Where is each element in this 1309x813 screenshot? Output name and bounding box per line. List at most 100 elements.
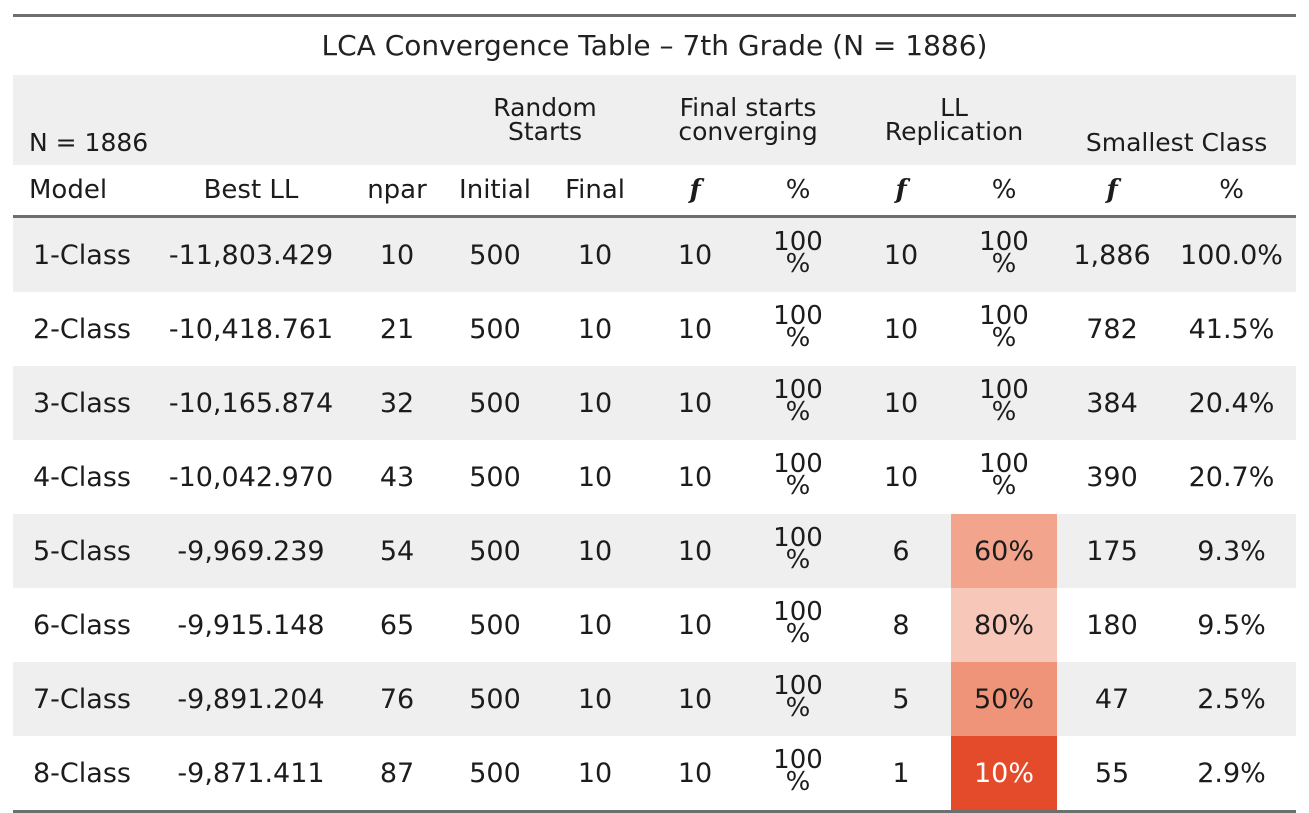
cell-npar: 65 [379,609,415,641]
cell-smallest-f: 1,886 [1057,218,1167,292]
percent-value: 100 [979,375,1029,405]
cell-initial: 500 [445,514,545,588]
cell-replication-pct: 100% [951,366,1057,440]
percent-value: 100 [773,449,823,479]
percent-sign: % [785,471,811,501]
cell-smallest-f: 175 [1057,514,1167,588]
cell-replication-pct: 100% [951,440,1057,514]
cell-initial: 500 [469,313,521,345]
cell-smallest-f: 180 [1086,609,1138,641]
percent-sign: % [785,397,811,427]
percent-sign: % [785,767,811,797]
cell-converging-pct: 100% [745,366,851,440]
spanner-final-starts-line2: converging [678,117,818,146]
cell-best-ll: -9,969.239 [153,514,349,588]
cell-replication-pct: 60% [951,514,1057,588]
stacked-percent: 100% [773,745,823,797]
cell-replication-f: 10 [851,366,951,440]
spanner-ll-replication: LL Replication [851,75,1058,165]
header-rule [13,215,1296,218]
spanner-random-starts-line1: Random [493,93,597,122]
stacked-percent: 100% [773,375,823,427]
stacked-percent: 100% [773,523,823,575]
spanner-random-starts: Random Starts [445,75,646,165]
cell-converging-f: 10 [677,757,713,789]
cell-converging-pct: 100% [745,588,851,662]
convergence-table-container: LCA Convergence Table – 7th Grade (N = 1… [13,14,1297,813]
cell-initial: 500 [469,461,521,493]
percent-value: 100 [979,301,1029,331]
cell-converging-f: 10 [677,609,713,641]
cell-initial: 500 [445,218,545,292]
cell-final: 10 [545,366,645,440]
stacked-percent: 100% [979,301,1029,353]
cell-replication-f: 10 [883,313,919,345]
cell-smallest-f: 782 [1086,313,1138,345]
cell-replication-f: 1 [892,757,910,789]
cell-best-ll: -10,418.761 [168,313,334,345]
col-header-replication-pct: % [951,165,1058,215]
percent-value: 100 [773,227,823,257]
cell-smallest-pct: 41.5% [1188,313,1275,345]
cell-npar: 21 [379,313,415,345]
cell-converging-pct: 100% [745,662,851,736]
percent-sign: % [991,471,1017,501]
cell-best-ll: -11,803.429 [153,218,349,292]
cell-initial: 500 [469,757,521,789]
cell-model: 1-Class [13,218,153,292]
cell-final: 10 [577,461,613,493]
percent-value: 100 [773,745,823,775]
percent-value: 100 [979,449,1029,479]
col-header-npar: npar [349,165,446,215]
percent-sign: % [785,619,811,649]
cell-npar: 10 [349,218,445,292]
table-row: 2-Class -10,418.761 21 500 10 10 100% 10 100% 782… [13,292,1296,366]
stacked-percent: 100% [773,227,823,279]
col-header-model: Model [13,165,153,215]
percent-value: 100 [773,375,823,405]
cell-model: 2-Class [33,313,131,345]
cell-model: 3-Class [13,366,153,440]
table-row: 6-Class -9,915.148 65 500 10 10 100% 8 80% 180 9.5… [13,588,1296,662]
cell-final: 10 [577,609,613,641]
table-row: 7-Class -9,891.204 76 500 10 10 100% 5 50% 47 2.5% [13,662,1296,736]
top-rule [13,14,1296,17]
col-header-smallest-pct: % [1167,165,1297,215]
spanner-smallest-class: Smallest Class [1057,75,1297,165]
cell-npar: 87 [379,757,415,789]
percent-value: 100 [773,523,823,553]
cell-npar: 54 [349,514,445,588]
col-header-best-ll: Best LL [153,165,349,215]
spanner-row: N = 1886 Random Starts Final starts conv… [13,75,1297,165]
percent-value: 100 [773,671,823,701]
table-row: 1-Class -11,803.429 10 500 10 10 100% 10 100% 1,8… [13,218,1296,292]
cell-replication-pct: 100% [951,292,1057,366]
stacked-percent: 100% [773,599,823,649]
cell-replication-f: 10 [851,218,951,292]
percent-sign: % [785,545,811,575]
spanner-final-starts: Final starts converging [645,75,852,165]
percent-sign: % [785,249,811,279]
convergence-table-body: 1-Class -11,803.429 10 500 10 10 100% 10 100% 1,8… [13,218,1296,810]
cell-converging-f: 10 [677,461,713,493]
spanner-ll-replication-line2: Replication [884,117,1024,146]
percent-value: 100 [773,301,823,331]
percent-sign: % [991,397,1017,427]
col-header-final: Final [545,165,646,215]
cell-smallest-f: 55 [1094,757,1130,789]
cell-converging-f: 10 [677,313,713,345]
cell-smallest-pct: 9.3% [1167,514,1296,588]
cell-replication-f: 10 [883,461,919,493]
cell-model: 7-Class [13,662,153,736]
col-header-replication-f: f [851,165,952,215]
cell-converging-f: 10 [645,218,745,292]
cell-final: 10 [545,218,645,292]
cell-model: 4-Class [33,461,131,493]
cell-replication-f: 6 [851,514,951,588]
cell-converging-f: 10 [645,366,745,440]
cell-replication-f: 5 [851,662,951,736]
cell-converging-f: 10 [645,662,745,736]
convergence-table: N = 1886 Random Starts Final starts conv… [13,75,1297,215]
percent-sign: % [991,323,1017,353]
percent-sign: % [785,693,811,723]
